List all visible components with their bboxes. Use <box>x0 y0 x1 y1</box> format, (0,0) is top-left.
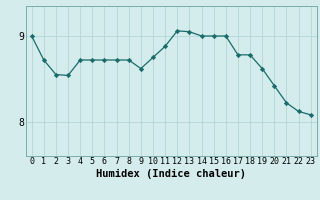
X-axis label: Humidex (Indice chaleur): Humidex (Indice chaleur) <box>96 169 246 179</box>
